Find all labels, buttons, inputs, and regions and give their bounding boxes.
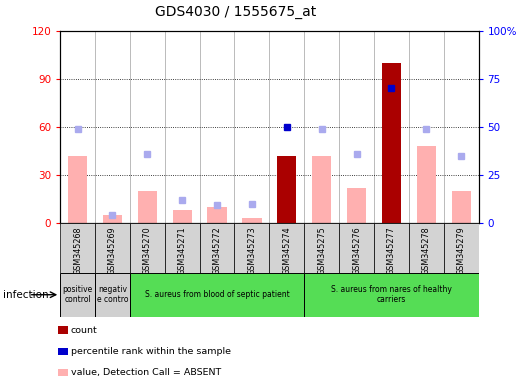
Bar <box>95 223 130 273</box>
Text: value, Detection Call = ABSENT: value, Detection Call = ABSENT <box>71 368 221 377</box>
Text: GSM345271: GSM345271 <box>178 227 187 275</box>
Text: GSM345274: GSM345274 <box>282 227 291 275</box>
Bar <box>382 63 401 223</box>
Text: GSM345276: GSM345276 <box>352 227 361 275</box>
Bar <box>312 156 331 223</box>
Bar <box>200 223 234 273</box>
Bar <box>417 146 436 223</box>
Bar <box>347 187 366 223</box>
Bar <box>208 207 226 223</box>
Bar <box>451 191 471 223</box>
Bar <box>103 215 122 223</box>
Bar <box>339 223 374 273</box>
Bar <box>68 156 87 223</box>
Bar <box>60 223 95 273</box>
Bar <box>409 223 444 273</box>
Text: S. aureus from blood of septic patient: S. aureus from blood of septic patient <box>145 290 289 299</box>
Text: percentile rank within the sample: percentile rank within the sample <box>71 347 231 356</box>
Text: GSM345270: GSM345270 <box>143 227 152 275</box>
Text: negativ
e contro: negativ e contro <box>97 285 128 305</box>
Bar <box>242 218 262 223</box>
Bar <box>60 273 95 317</box>
Bar <box>304 273 479 317</box>
Text: GSM345268: GSM345268 <box>73 227 82 275</box>
Text: count: count <box>71 326 97 335</box>
Text: GSM345278: GSM345278 <box>422 227 431 275</box>
Bar <box>130 273 304 317</box>
Text: GSM345279: GSM345279 <box>457 227 465 275</box>
Bar <box>173 210 192 223</box>
Text: GSM345272: GSM345272 <box>212 227 222 275</box>
Bar <box>234 223 269 273</box>
Text: GSM345275: GSM345275 <box>317 227 326 275</box>
Bar <box>165 223 200 273</box>
Text: S. aureus from nares of healthy
carriers: S. aureus from nares of healthy carriers <box>331 285 452 305</box>
Bar <box>95 273 130 317</box>
Text: infection: infection <box>3 290 48 300</box>
Bar <box>277 156 297 223</box>
Bar <box>304 223 339 273</box>
Bar <box>269 223 304 273</box>
Bar <box>374 223 409 273</box>
Text: GDS4030 / 1555675_at: GDS4030 / 1555675_at <box>155 5 316 19</box>
Text: GSM345269: GSM345269 <box>108 227 117 275</box>
Bar <box>130 223 165 273</box>
Text: GSM345277: GSM345277 <box>387 227 396 275</box>
Bar <box>444 223 479 273</box>
Text: GSM345273: GSM345273 <box>247 227 256 275</box>
Bar <box>138 191 157 223</box>
Text: positive
control: positive control <box>62 285 93 305</box>
